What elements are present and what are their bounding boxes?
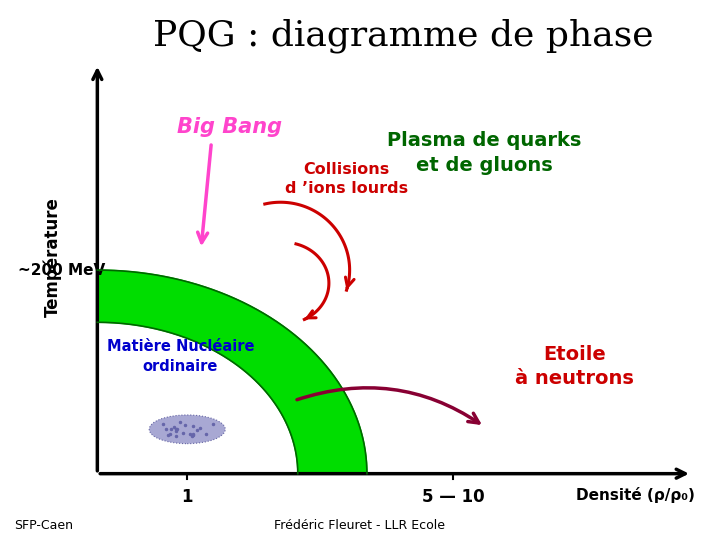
Polygon shape (97, 270, 367, 474)
Text: 1: 1 (181, 488, 193, 507)
Text: PQG : diagramme de phase: PQG : diagramme de phase (153, 19, 654, 53)
Text: Frédéric Fleuret - LLR Ecole: Frédéric Fleuret - LLR Ecole (274, 519, 446, 532)
Text: 5 — 10: 5 — 10 (422, 488, 485, 507)
Text: SFP-Caen: SFP-Caen (14, 519, 73, 532)
Text: Température: Température (43, 197, 62, 317)
Text: Etoile
à neutrons: Etoile à neutrons (515, 346, 634, 388)
Text: Big Bang: Big Bang (177, 117, 282, 137)
Ellipse shape (149, 415, 225, 444)
Text: Densité (ρ/ρ₀): Densité (ρ/ρ₀) (576, 487, 696, 503)
Text: Matière Nucléaire
ordinaire: Matière Nucléaire ordinaire (107, 339, 254, 374)
Text: Collisions
d ’ions lourds: Collisions d ’ions lourds (284, 162, 408, 195)
Text: Plasma de quarks
et de gluons: Plasma de quarks et de gluons (387, 131, 582, 174)
Text: ~200 MeV: ~200 MeV (18, 262, 105, 278)
